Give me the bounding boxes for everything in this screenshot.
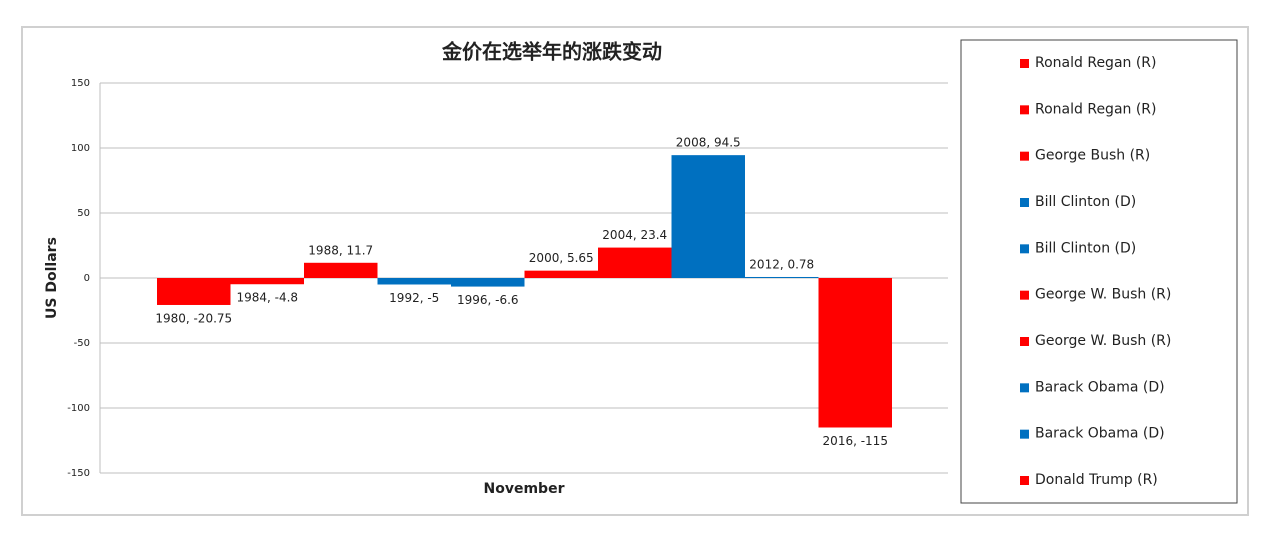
legend-label: Bill Clinton (D) — [1035, 240, 1136, 256]
bar — [524, 270, 598, 278]
legend-swatch — [1020, 244, 1029, 254]
chart-title: 金价在选举年的涨跌变动 — [441, 40, 662, 64]
bar — [230, 278, 304, 285]
data-label: 1980, -20.75 — [155, 311, 232, 325]
legend-swatch — [1020, 383, 1029, 393]
legend-swatch — [1020, 429, 1029, 439]
data-label: 2004, 23.4 — [602, 228, 667, 242]
legend-swatch — [1020, 59, 1029, 68]
bar — [157, 278, 231, 305]
data-label: 1996, -6.6 — [457, 293, 519, 307]
legend-label: Ronald Regan (R) — [1035, 101, 1157, 117]
legend-label: Bill Clinton (D) — [1035, 194, 1136, 210]
y-tick-label: 0 — [84, 273, 90, 284]
legend-swatch — [1020, 105, 1029, 115]
legend-swatch — [1020, 151, 1029, 161]
data-label: 2008, 94.5 — [676, 136, 741, 150]
y-tick-label: 150 — [71, 78, 90, 89]
bar — [671, 155, 745, 278]
y-tick-label: -50 — [74, 338, 90, 349]
legend-label: Barack Obama (D) — [1035, 426, 1165, 442]
legend-label: Barack Obama (D) — [1035, 379, 1165, 395]
data-label: 1988, 11.7 — [308, 243, 373, 257]
legend-label: George W. Bush (R) — [1035, 287, 1171, 303]
y-tick-label: 100 — [71, 143, 90, 154]
data-label: 2012, 0.78 — [749, 257, 814, 271]
legend-swatch — [1020, 476, 1029, 485]
data-label: 1984, -4.8 — [236, 291, 298, 305]
bar — [377, 278, 451, 285]
data-label: 2016, -115 — [823, 434, 888, 448]
legend-label: Donald Trump (R) — [1035, 472, 1158, 488]
legend-swatch — [1020, 290, 1029, 300]
data-label: 2000, 5.65 — [529, 251, 594, 265]
legend-swatch — [1020, 198, 1029, 207]
legend-label: Ronald Regan (R) — [1035, 55, 1157, 71]
legend-swatch — [1020, 337, 1029, 346]
y-tick-label: -150 — [67, 468, 90, 479]
legend-label: George Bush (R) — [1035, 148, 1150, 164]
legend-box — [960, 39, 1238, 504]
bar — [745, 276, 819, 278]
legend-label: George W. Bush (R) — [1035, 333, 1171, 349]
bar — [451, 278, 525, 287]
data-label: 1992, -5 — [389, 291, 439, 305]
bar — [598, 247, 672, 278]
y-tick-label: 50 — [77, 208, 90, 219]
bar — [304, 262, 378, 278]
x-axis-label: November — [484, 481, 565, 497]
y-axis-label: US Dollars — [44, 237, 60, 319]
y-tick-label: -100 — [67, 403, 90, 414]
bar — [818, 278, 892, 428]
